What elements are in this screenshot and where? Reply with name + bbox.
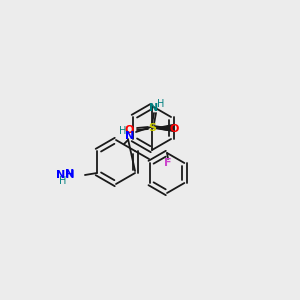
Text: N: N <box>125 131 135 141</box>
Text: N: N <box>65 169 75 179</box>
Text: S: S <box>148 123 156 133</box>
Text: N: N <box>149 103 159 113</box>
Text: F: F <box>164 158 172 168</box>
Text: H: H <box>119 126 127 136</box>
Text: O: O <box>169 124 179 134</box>
Text: H: H <box>59 176 67 186</box>
Polygon shape <box>156 124 174 131</box>
Text: NH: NH <box>56 170 75 180</box>
Text: O: O <box>124 125 134 135</box>
Text: H: H <box>157 99 165 109</box>
